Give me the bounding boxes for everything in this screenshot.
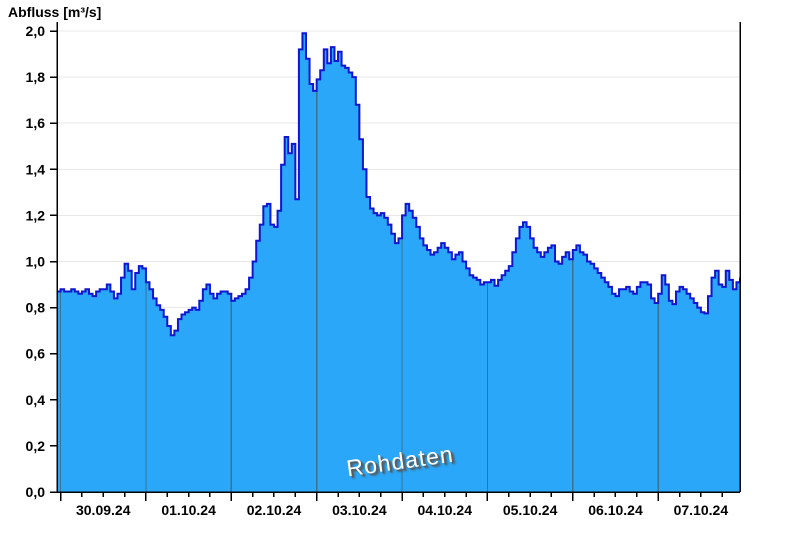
y-tick-label: 1,4 <box>26 161 46 177</box>
x-tick-label: 05.10.24 <box>503 502 558 518</box>
y-tick-label: 1,6 <box>26 115 46 131</box>
x-tick-label: 30.09.24 <box>76 502 131 518</box>
y-tick-label: 0,2 <box>26 438 46 454</box>
y-tick-label: 0,6 <box>26 346 46 362</box>
chart-title: Abfluss [m³/s] <box>8 4 102 20</box>
y-tick-label: 1,0 <box>26 254 46 270</box>
x-tick-label: 01.10.24 <box>161 502 216 518</box>
x-tick-label: 06.10.24 <box>588 502 643 518</box>
y-tick-label: 0,8 <box>26 300 46 316</box>
discharge-line <box>57 32 741 337</box>
x-tick-label: 04.10.24 <box>417 502 472 518</box>
x-tick-label: 03.10.24 <box>332 502 387 518</box>
discharge-area <box>57 33 740 493</box>
x-tick-label: 07.10.24 <box>674 502 729 518</box>
y-tick-label: 2,0 <box>26 23 46 39</box>
y-tick-label: 0,0 <box>26 484 46 500</box>
y-tick-label: 1,8 <box>26 69 46 85</box>
y-tick-label: 1,2 <box>26 207 46 223</box>
y-tick-label: 0,4 <box>26 392 46 408</box>
x-tick-label: 02.10.24 <box>247 502 302 518</box>
